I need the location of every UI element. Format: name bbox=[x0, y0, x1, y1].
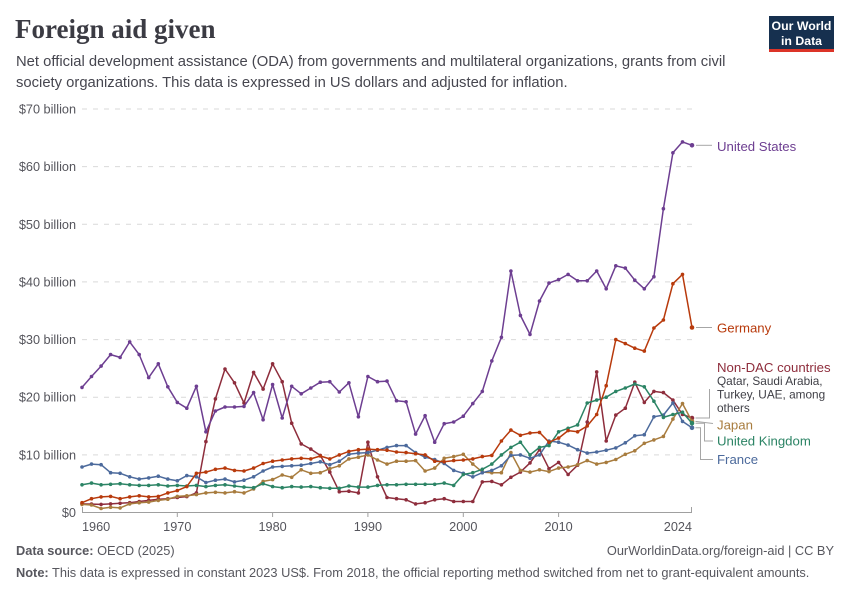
svg-text:$40 billion: $40 billion bbox=[19, 275, 76, 289]
svg-text:United Kingdom: United Kingdom bbox=[717, 434, 811, 449]
svg-text:$0: $0 bbox=[62, 506, 76, 520]
svg-text:$30 billion: $30 billion bbox=[19, 333, 76, 347]
svg-text:Qatar, Saudi Arabia,: Qatar, Saudi Arabia, bbox=[717, 374, 823, 388]
svg-text:United States: United States bbox=[717, 139, 797, 154]
svg-text:$20 billion: $20 billion bbox=[19, 391, 76, 405]
svg-text:Non-DAC countries: Non-DAC countries bbox=[717, 360, 831, 375]
svg-text:$70 billion: $70 billion bbox=[19, 103, 76, 117]
svg-text:Turkey, UAE, among: Turkey, UAE, among bbox=[717, 388, 825, 402]
svg-text:others: others bbox=[717, 401, 750, 415]
svg-text:2024: 2024 bbox=[664, 520, 692, 534]
svg-text:$50 billion: $50 billion bbox=[19, 218, 76, 232]
svg-text:1990: 1990 bbox=[354, 520, 382, 534]
svg-text:Germany: Germany bbox=[717, 321, 772, 336]
svg-text:1980: 1980 bbox=[258, 520, 286, 534]
svg-text:2000: 2000 bbox=[449, 520, 477, 534]
svg-text:Japan: Japan bbox=[717, 418, 753, 433]
svg-text:France: France bbox=[717, 452, 758, 467]
svg-text:1970: 1970 bbox=[163, 520, 191, 534]
svg-text:$10 billion: $10 billion bbox=[19, 448, 76, 462]
svg-text:$60 billion: $60 billion bbox=[19, 160, 76, 174]
svg-text:1960: 1960 bbox=[82, 520, 110, 534]
svg-text:2010: 2010 bbox=[544, 520, 572, 534]
